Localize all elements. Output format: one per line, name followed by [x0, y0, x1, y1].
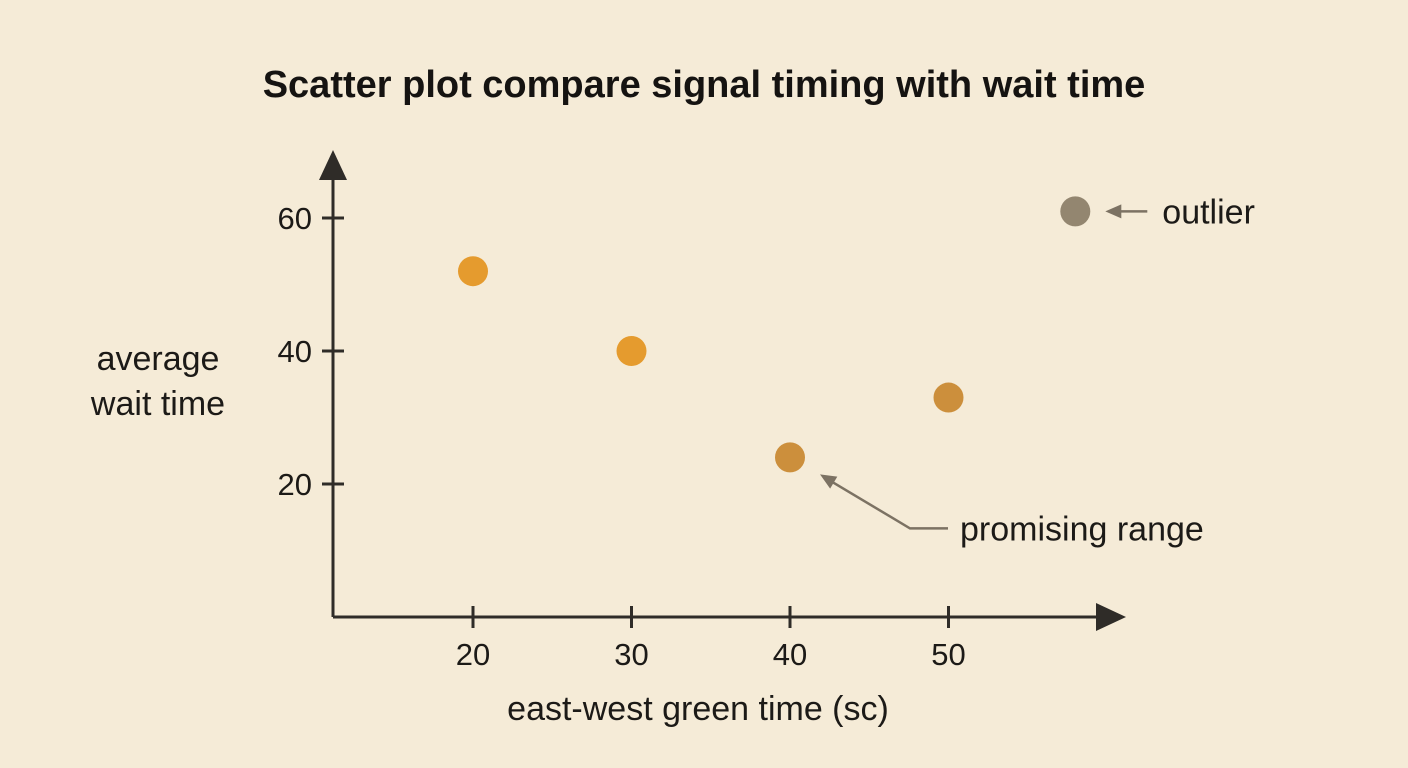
axes	[319, 150, 1126, 631]
scatter-point	[458, 256, 488, 287]
ticks: 20 30 40 50 20 40 60	[278, 201, 966, 672]
scatter-point	[1060, 196, 1091, 227]
y-axis-arrowhead	[319, 150, 347, 180]
promising-range-arrow-line	[827, 478, 948, 530]
x-tick-label: 30	[614, 637, 648, 672]
chart-title: Scatter plot compare signal timing with …	[263, 64, 1146, 106]
annotations: outlier promising range	[820, 193, 1255, 548]
scatter-point	[616, 336, 647, 366]
promising-range-arrowhead	[820, 474, 838, 489]
x-axis-label: east-west green time (sc)	[507, 690, 889, 728]
scatter-point	[775, 442, 805, 473]
scatter-point	[933, 382, 964, 413]
promising-range-label: promising range	[960, 510, 1204, 548]
y-tick-label: 20	[278, 467, 312, 502]
outlier-label: outlier	[1162, 193, 1255, 231]
outlier-arrowhead	[1105, 204, 1122, 219]
data-points	[458, 196, 1091, 473]
y-axis-label-line-2: wait time	[90, 385, 225, 423]
y-axis-label-line-1: average	[97, 340, 220, 378]
x-tick-label: 40	[773, 637, 807, 672]
y-tick-label: 60	[278, 201, 312, 236]
x-axis-arrowhead	[1096, 603, 1126, 631]
x-tick-label: 20	[456, 637, 490, 672]
x-tick-label: 50	[931, 637, 965, 672]
y-tick-label: 40	[278, 334, 312, 369]
